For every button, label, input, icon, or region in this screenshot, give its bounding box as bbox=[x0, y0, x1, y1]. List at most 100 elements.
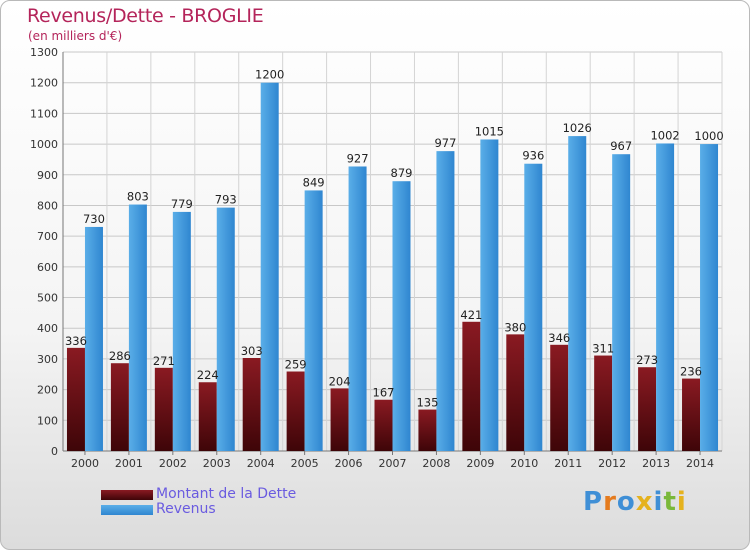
data-labels: 336 730 286 803 271 779 224 793 303 1200 259 849 204… bbox=[65, 68, 724, 410]
x-tick-label: 2010 bbox=[510, 457, 538, 470]
data-label-dette: 167 bbox=[373, 386, 395, 400]
data-label-revenus: 1015 bbox=[475, 124, 504, 138]
legend-swatch-revenus bbox=[101, 505, 153, 515]
logo-letter: i bbox=[676, 487, 687, 517]
logo-letter: x bbox=[635, 487, 654, 517]
data-label-revenus: 967 bbox=[610, 139, 632, 153]
x-tick-label: 2003 bbox=[203, 457, 231, 470]
bar-revenus bbox=[480, 139, 499, 451]
bar-dette bbox=[330, 388, 349, 451]
data-label-revenus: 793 bbox=[215, 193, 237, 207]
data-label-revenus: 1026 bbox=[563, 121, 592, 135]
proxiti-logo: Proxiti bbox=[583, 487, 687, 517]
data-label-dette: 204 bbox=[329, 374, 351, 388]
x-tick-label: 2008 bbox=[422, 457, 450, 470]
y-tick-label: 0 bbox=[51, 445, 58, 458]
x-tick-label: 2005 bbox=[291, 457, 319, 470]
logo-letter: o bbox=[616, 487, 636, 517]
x-tick-label: 2014 bbox=[686, 457, 714, 470]
bar-revenus bbox=[216, 207, 235, 451]
bar-revenus bbox=[84, 226, 103, 451]
data-label-dette: 224 bbox=[197, 368, 219, 382]
chart-title: Revenus/Dette - BROGLIE bbox=[27, 5, 264, 27]
bar-dette bbox=[594, 355, 613, 451]
bar-dette bbox=[110, 363, 129, 451]
data-label-revenus: 927 bbox=[347, 151, 369, 165]
logo-letter: r bbox=[603, 487, 617, 517]
bar-revenus bbox=[524, 163, 543, 451]
y-tick-label: 1100 bbox=[30, 107, 58, 120]
legend-swatch-dette bbox=[101, 490, 153, 500]
y-tick-label: 200 bbox=[37, 384, 58, 397]
y-tick-label: 1000 bbox=[30, 138, 58, 151]
data-label-dette: 259 bbox=[285, 358, 307, 372]
y-tick-label: 700 bbox=[37, 230, 58, 243]
bar-dette bbox=[242, 358, 261, 451]
bar-revenus bbox=[128, 204, 147, 451]
data-label-revenus: 936 bbox=[522, 149, 544, 163]
x-tick-label: 2013 bbox=[642, 457, 670, 470]
data-label-dette: 273 bbox=[636, 353, 658, 367]
data-label-revenus: 1200 bbox=[255, 68, 284, 82]
x-tick-label: 2002 bbox=[159, 457, 187, 470]
bar-revenus bbox=[392, 181, 411, 452]
data-label-revenus: 803 bbox=[127, 190, 149, 204]
y-tick-label: 900 bbox=[37, 169, 58, 182]
bar-dette bbox=[462, 321, 481, 451]
logo-letter: i bbox=[653, 487, 664, 517]
data-label-revenus: 977 bbox=[434, 136, 456, 150]
data-label-revenus: 1000 bbox=[694, 129, 723, 143]
bar-revenus bbox=[656, 143, 675, 451]
y-tick-label: 500 bbox=[37, 292, 58, 305]
bar-revenus bbox=[348, 166, 367, 452]
data-label-revenus: 849 bbox=[303, 175, 325, 189]
bar-dette bbox=[506, 334, 525, 451]
logo-letter: P bbox=[583, 487, 604, 517]
bars bbox=[66, 82, 719, 452]
data-label-revenus: 730 bbox=[83, 212, 105, 226]
legend-label-revenus: Revenus bbox=[156, 501, 216, 517]
data-label-revenus: 779 bbox=[171, 197, 193, 211]
logo-letter: t bbox=[663, 487, 677, 517]
bar-revenus bbox=[436, 151, 455, 451]
bar-dette bbox=[638, 367, 657, 451]
y-tick-label: 1200 bbox=[30, 77, 58, 90]
data-label-dette: 135 bbox=[416, 396, 438, 410]
y-tick-label: 600 bbox=[37, 261, 58, 274]
bar-dette bbox=[418, 409, 437, 451]
bar-revenus bbox=[612, 154, 631, 451]
bar-dette bbox=[66, 347, 85, 451]
data-label-dette: 236 bbox=[680, 365, 702, 379]
bar-dette bbox=[286, 371, 305, 451]
data-label-dette: 380 bbox=[504, 320, 526, 334]
x-tick-label: 2006 bbox=[335, 457, 363, 470]
x-tick-label: 2000 bbox=[71, 457, 99, 470]
x-tick-label: 2001 bbox=[115, 457, 143, 470]
bar-revenus bbox=[260, 82, 279, 451]
data-label-dette: 303 bbox=[241, 344, 263, 358]
x-tick-label: 2012 bbox=[598, 457, 626, 470]
data-label-dette: 311 bbox=[592, 342, 614, 356]
x-tick-label: 2004 bbox=[247, 457, 275, 470]
y-tick-label: 1300 bbox=[30, 46, 58, 59]
bar-dette bbox=[682, 378, 701, 451]
data-label-dette: 421 bbox=[460, 308, 482, 322]
bar-revenus bbox=[172, 211, 191, 451]
y-tick-label: 100 bbox=[37, 414, 58, 427]
data-label-dette: 271 bbox=[153, 354, 175, 368]
bar-dette bbox=[550, 344, 569, 451]
data-label-revenus: 879 bbox=[391, 166, 413, 180]
bar-dette bbox=[154, 367, 173, 451]
data-label-dette: 336 bbox=[65, 334, 87, 348]
bar-dette bbox=[198, 382, 217, 451]
x-tick-label: 2009 bbox=[466, 457, 494, 470]
y-tick-label: 300 bbox=[37, 353, 58, 366]
data-label-dette: 346 bbox=[548, 331, 570, 345]
data-label-dette: 286 bbox=[109, 349, 131, 363]
y-tick-label: 400 bbox=[37, 322, 58, 335]
data-label-revenus: 1002 bbox=[650, 128, 679, 142]
chart-subtitle: (en milliers d'€) bbox=[28, 29, 123, 43]
x-tick-label: 2007 bbox=[379, 457, 407, 470]
